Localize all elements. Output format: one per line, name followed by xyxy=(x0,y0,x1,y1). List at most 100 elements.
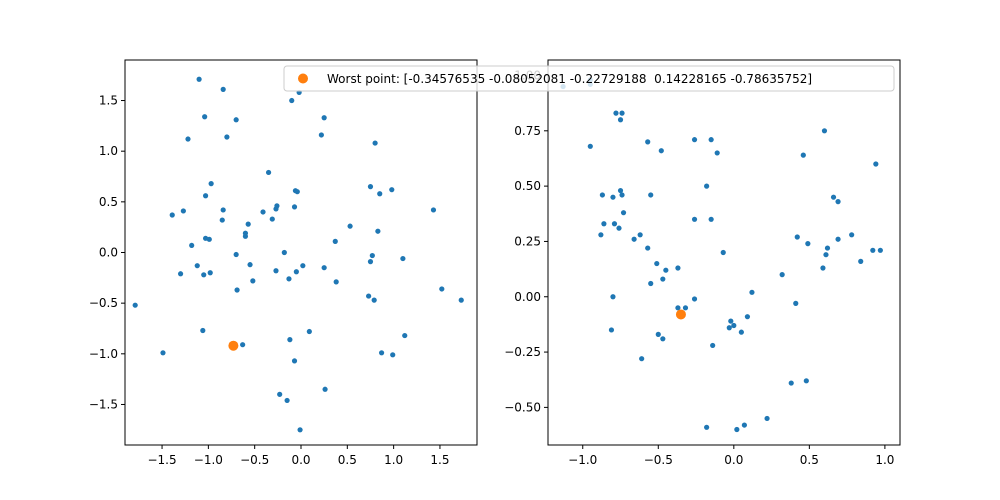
scatter-point xyxy=(704,424,710,430)
scatter-point xyxy=(260,209,266,215)
y-tick-label: −1.5 xyxy=(89,397,118,411)
scatter-point xyxy=(189,242,195,249)
scatter-point xyxy=(610,294,616,300)
scatter-point xyxy=(367,259,374,265)
scatter-point xyxy=(708,137,714,143)
scatter-point xyxy=(277,391,283,397)
scatter-point xyxy=(749,289,755,295)
scatter-point xyxy=(378,350,385,356)
scatter-point xyxy=(873,161,879,167)
scatter-point xyxy=(220,86,226,92)
scatter-point xyxy=(177,271,184,277)
x-tick-label: 0.5 xyxy=(800,453,819,467)
scatter-point xyxy=(648,280,654,287)
scatter-point xyxy=(849,232,855,238)
scatter-point xyxy=(587,143,593,149)
scatter-point xyxy=(617,187,624,194)
scatter-point xyxy=(620,210,627,216)
scatter-point xyxy=(201,272,207,278)
scatter-point xyxy=(274,203,280,209)
scatter-point xyxy=(233,117,239,123)
scatter-point xyxy=(306,328,312,335)
x-tick-label: 0.0 xyxy=(291,453,310,467)
scatter-point xyxy=(233,251,239,258)
scatter-point xyxy=(599,192,605,198)
scatter-point xyxy=(835,236,841,242)
scatter-point xyxy=(704,183,710,189)
legend-marker-icon xyxy=(298,73,308,84)
scatter-point xyxy=(803,378,809,384)
worst-point xyxy=(675,309,686,320)
scatter-point xyxy=(821,128,828,134)
scatter-point xyxy=(830,194,837,200)
y-tick-label: 1.0 xyxy=(99,144,118,158)
x-tick-label: −1.0 xyxy=(568,453,597,467)
scatter-point xyxy=(658,148,664,154)
scatter-point xyxy=(371,297,377,303)
scatter-point xyxy=(366,293,372,299)
y-tick-label: −0.50 xyxy=(504,400,541,414)
scatter-point xyxy=(287,337,293,343)
scatter-point xyxy=(347,223,353,229)
scatter-point xyxy=(202,193,209,199)
scatter-point xyxy=(430,207,437,213)
scatter-point xyxy=(294,189,300,195)
worst-point xyxy=(228,340,239,351)
scatter-point xyxy=(655,331,661,337)
axes-frame xyxy=(547,59,901,446)
legend: Worst point: [-0.34576535 -0.08052081 -0… xyxy=(283,65,895,92)
scatter-point xyxy=(372,140,378,146)
scatter-point xyxy=(824,245,831,251)
scatter-point xyxy=(245,221,251,227)
scatter-point xyxy=(318,132,324,138)
scatter-point xyxy=(234,287,240,293)
scatter-point xyxy=(333,279,339,285)
scatter-point xyxy=(269,216,275,222)
scatter-point xyxy=(132,302,138,308)
scatter-point xyxy=(779,272,785,278)
scatter-point xyxy=(208,181,214,187)
scatter-point xyxy=(180,208,186,214)
scatter-point xyxy=(242,233,249,239)
scatter-point xyxy=(200,327,206,334)
scatter-point xyxy=(608,327,615,333)
y-tick-label: 0.25 xyxy=(514,234,541,248)
scatter-point xyxy=(196,76,202,82)
scatter-point xyxy=(219,217,225,223)
scatter-point xyxy=(726,325,732,331)
scatter-point xyxy=(793,300,799,306)
scatter-point xyxy=(682,305,689,311)
scatter-point xyxy=(207,270,213,276)
scatter-point xyxy=(708,216,714,222)
scatter-point xyxy=(194,263,200,269)
scatter-point xyxy=(601,221,607,227)
y-tick-label: 0.00 xyxy=(514,290,541,304)
scatter-point xyxy=(741,422,747,428)
scatter-point xyxy=(367,184,374,190)
scatter-point xyxy=(265,169,272,176)
scatter-point xyxy=(206,236,212,242)
scatter-point xyxy=(870,247,876,253)
scatter-point xyxy=(610,194,616,200)
scatter-point xyxy=(675,305,681,311)
legend-label: Worst point: [-0.34576535 -0.08052081 -0… xyxy=(327,72,812,86)
x-tick-label: 0.0 xyxy=(724,453,743,467)
scatter-point xyxy=(731,322,737,329)
scatter-point xyxy=(273,268,279,274)
scatter-point xyxy=(714,150,720,156)
scatter-point xyxy=(738,329,744,335)
scatter-point xyxy=(691,296,698,302)
scatter-point xyxy=(613,110,619,116)
x-tick-label: −0.5 xyxy=(644,453,673,467)
scatter-point xyxy=(617,117,624,123)
scatter-point xyxy=(788,380,794,386)
scatter-point xyxy=(321,115,327,121)
scatter-point xyxy=(619,110,625,116)
scatter-point xyxy=(675,265,681,271)
x-tick-label: 1.0 xyxy=(384,453,403,467)
scatter-point xyxy=(805,241,811,247)
scatter-point xyxy=(645,139,651,145)
scatter-point xyxy=(369,252,375,259)
scatter-point xyxy=(220,207,226,213)
